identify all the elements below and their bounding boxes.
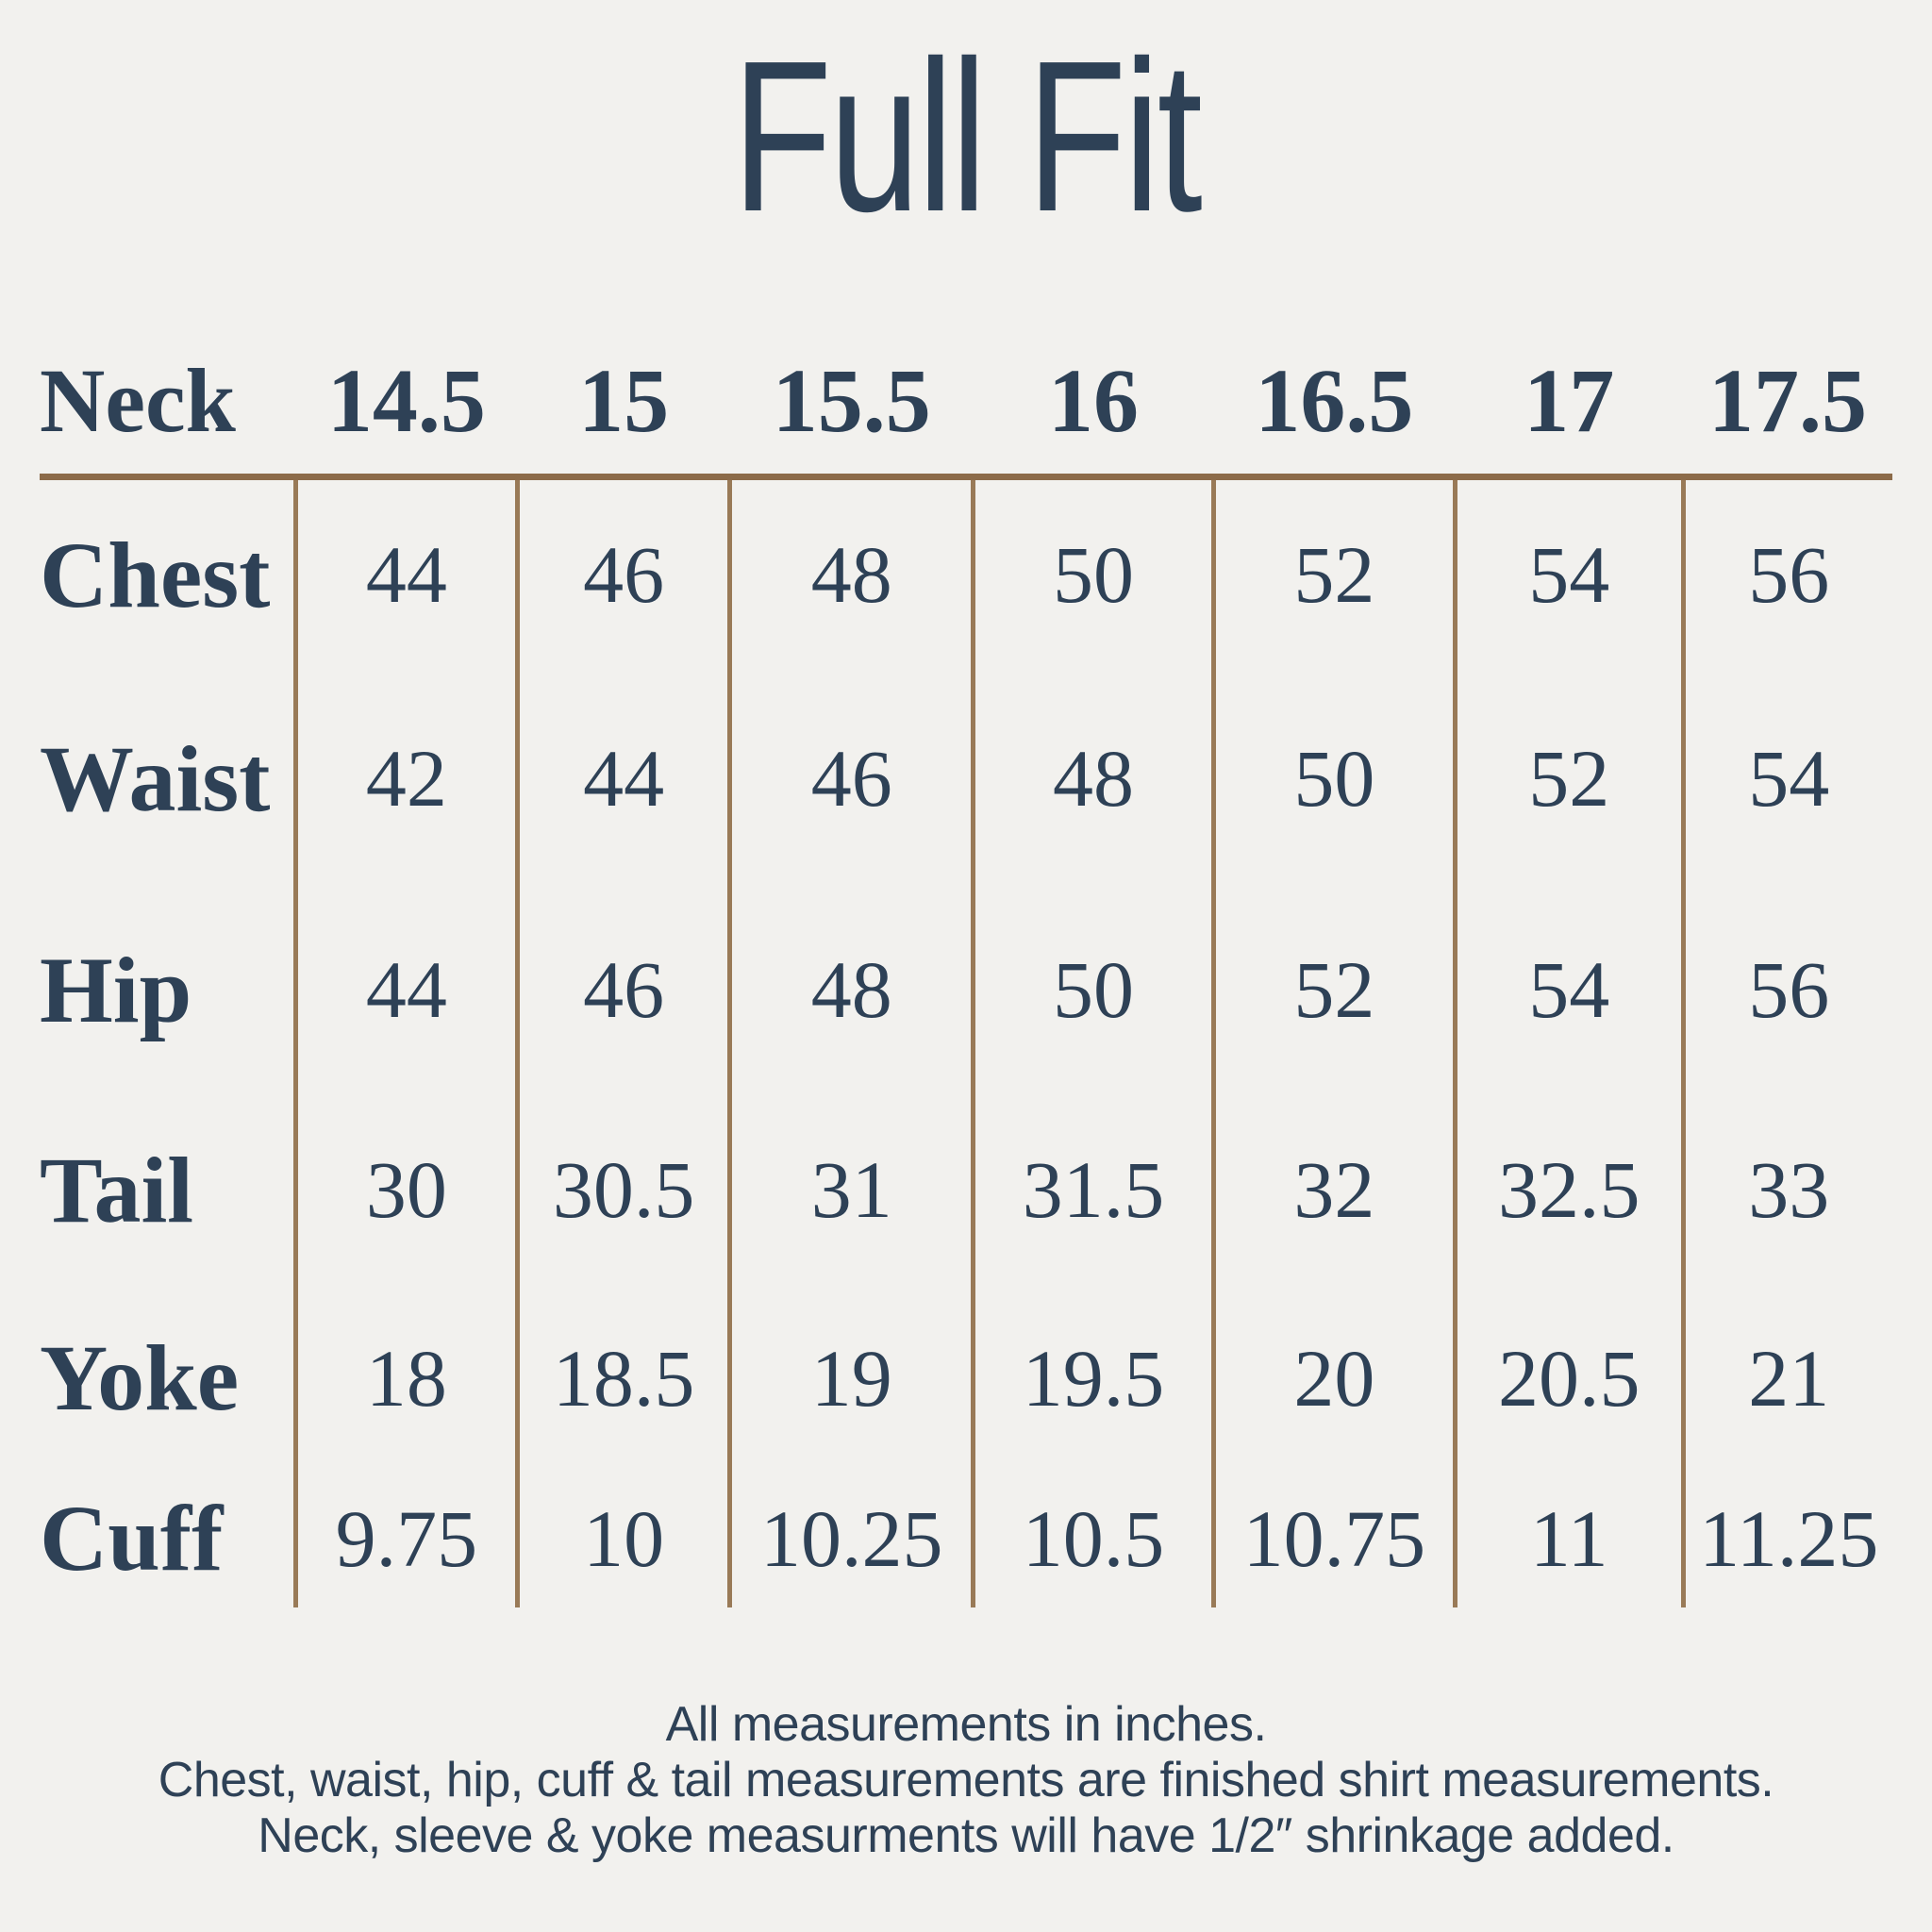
- value-cell: 54: [1452, 887, 1684, 1092]
- value-cell: 30: [292, 1092, 518, 1287]
- value-cell: 10: [515, 1469, 730, 1607]
- value-cell: 31.5: [971, 1092, 1214, 1287]
- page-title: Full Fit: [732, 17, 1203, 257]
- row-label: Cuff: [40, 1486, 224, 1591]
- value-cell: 50: [971, 887, 1214, 1092]
- value-cell: 19: [727, 1287, 974, 1469]
- value-cell: 56: [1680, 476, 1892, 670]
- value-cell: 42: [292, 670, 518, 887]
- note-shrinkage: Neck, sleeve & yoke measurments will hav…: [258, 1808, 1674, 1863]
- row-label: Yoke: [40, 1325, 240, 1430]
- value-cell: 32.5: [1452, 1092, 1684, 1287]
- size-chart-page: Full Fit Neck 14.5 15 15.5 16 16.5 17 17…: [0, 24, 1932, 1864]
- header-size: 16: [973, 353, 1214, 480]
- value-cell: 48: [971, 670, 1214, 887]
- measurement-notes: All measurements in inches. Chest, waist…: [0, 1697, 1932, 1864]
- value-cell: 48: [727, 476, 974, 670]
- table-row-chest: Chest 44 46 48 50 52 54 56: [40, 476, 1892, 670]
- value-cell: 18.5: [515, 1287, 730, 1469]
- header-size: 16.5: [1213, 353, 1456, 480]
- value-cell: 46: [727, 670, 974, 887]
- note-finished-measurements: Chest, waist, hip, cuff & tail measureme…: [158, 1753, 1774, 1807]
- header-size: 15.5: [729, 353, 974, 480]
- value-cell: 31: [727, 1092, 974, 1287]
- value-cell: 54: [1680, 670, 1892, 887]
- row-label: Hip: [40, 937, 192, 1042]
- table-row-hip: Hip 44 46 48 50 52 54 56: [40, 887, 1892, 1092]
- table-row-waist: Waist 42 44 46 48 50 52 54: [40, 670, 1892, 887]
- table-header: Neck 14.5 15 15.5 16 16.5 17 17.5: [40, 353, 1892, 480]
- header-size: 15: [517, 353, 730, 480]
- row-label: Tail: [40, 1137, 194, 1242]
- value-cell: 46: [515, 887, 730, 1092]
- value-cell: 30.5: [515, 1092, 730, 1287]
- value-cell: 33: [1680, 1092, 1892, 1287]
- size-table: Neck 14.5 15 15.5 16 16.5 17 17.5 Chest …: [40, 353, 1892, 1607]
- header-size: 17.5: [1683, 353, 1892, 480]
- value-cell: 56: [1680, 887, 1892, 1092]
- value-cell: 10.5: [971, 1469, 1214, 1607]
- value-cell: 10.25: [727, 1469, 974, 1607]
- value-cell: 50: [971, 476, 1214, 670]
- value-cell: 32: [1210, 1092, 1456, 1287]
- row-label: Waist: [40, 725, 271, 831]
- value-cell: 50: [1210, 670, 1456, 887]
- value-cell: 46: [515, 476, 730, 670]
- value-cell: 52: [1210, 887, 1456, 1092]
- value-cell: 11.25: [1680, 1469, 1892, 1607]
- row-label: Chest: [40, 522, 271, 627]
- header-label-neck: Neck: [40, 353, 296, 480]
- value-cell: 48: [727, 887, 974, 1092]
- value-cell: 52: [1452, 670, 1684, 887]
- header-size: 17: [1455, 353, 1684, 480]
- table-row-cuff: Cuff 9.75 10 10.25 10.5 10.75 11 11.25: [40, 1469, 1892, 1607]
- table-row-tail: Tail 30 30.5 31 31.5 32 32.5 33: [40, 1092, 1892, 1287]
- value-cell: 44: [292, 887, 518, 1092]
- value-cell: 21: [1680, 1287, 1892, 1469]
- table-header-row: Neck 14.5 15 15.5 16 16.5 17 17.5: [40, 353, 1892, 480]
- value-cell: 44: [515, 670, 730, 887]
- value-cell: 54: [1452, 476, 1684, 670]
- value-cell: 52: [1210, 476, 1456, 670]
- value-cell: 18: [292, 1287, 518, 1469]
- value-cell: 9.75: [292, 1469, 518, 1607]
- table-row-yoke: Yoke 18 18.5 19 19.5 20 20.5 21: [40, 1287, 1892, 1469]
- value-cell: 10.75: [1210, 1469, 1456, 1607]
- value-cell: 20: [1210, 1287, 1456, 1469]
- header-size: 14.5: [295, 353, 518, 480]
- value-cell: 19.5: [971, 1287, 1214, 1469]
- table-body: Chest 44 46 48 50 52 54 56 Waist 42 44 4…: [40, 476, 1892, 1607]
- note-units: All measurements in inches.: [665, 1697, 1267, 1752]
- value-cell: 11: [1452, 1469, 1684, 1607]
- value-cell: 20.5: [1452, 1287, 1684, 1469]
- value-cell: 44: [292, 476, 518, 670]
